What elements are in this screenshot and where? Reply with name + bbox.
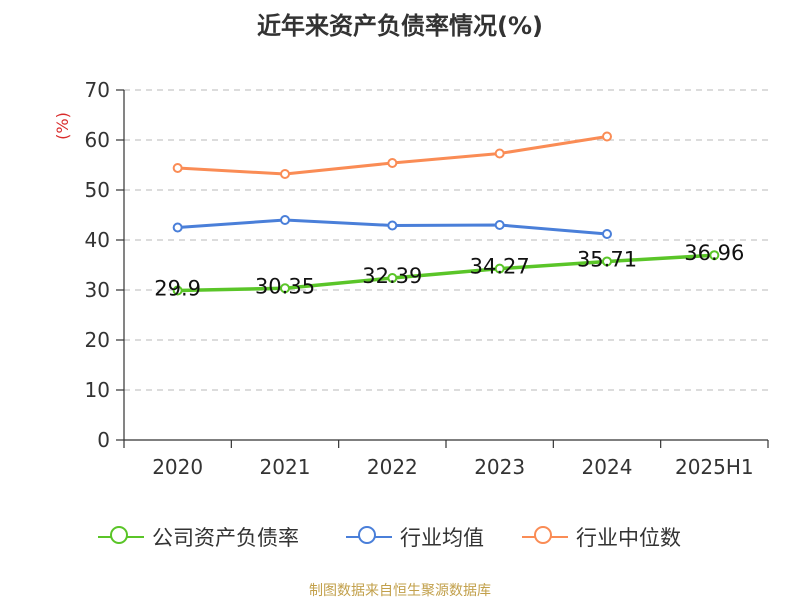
data-point: [494, 148, 505, 159]
data-point: [280, 283, 290, 294]
legend-swatch-mean: [346, 525, 392, 549]
data-point: [387, 273, 398, 284]
series-line: [177, 135, 608, 176]
data-point: [172, 285, 183, 296]
x-tick-label: 2020: [152, 455, 203, 479]
x-tick-label: 2023: [474, 455, 525, 479]
x-tick-label: 2024: [582, 455, 633, 479]
series-line: [177, 253, 715, 293]
data-label: 35.71: [577, 247, 637, 271]
data-point: [494, 263, 505, 274]
data-point: [602, 131, 612, 142]
x-tick-label: 2022: [367, 455, 418, 479]
data-label: 36.96: [684, 241, 744, 265]
data-label: 30.35: [255, 274, 315, 298]
data-label: 29.9: [154, 277, 201, 301]
legend-item-industry-median[interactable]: 行业中位数: [522, 522, 681, 552]
x-tick-label: 2021: [260, 455, 311, 479]
legend-swatch-median: [522, 525, 568, 549]
data-point: [172, 163, 183, 173]
legend-swatch-company: [98, 525, 144, 549]
y-tick-label: 70: [85, 78, 110, 102]
y-tick-label: 40: [85, 228, 110, 252]
data-point: [280, 215, 290, 225]
source-footer: 制图数据来自恒生聚源数据库: [309, 583, 491, 599]
data-label: 34.27: [470, 255, 530, 279]
chart-title: 近年来资产负债率情况(%): [257, 12, 543, 40]
y-axis-label: (%): [53, 112, 72, 140]
data-point: [172, 222, 183, 233]
data-point: [709, 250, 720, 261]
legend-label: 行业均值: [400, 526, 484, 550]
legend-label: 行业中位数: [576, 526, 681, 550]
legend-label: 公司资产负债率: [152, 526, 299, 550]
y-tick-label: 10: [85, 378, 110, 402]
y-tick-label: 30: [85, 278, 110, 302]
x-tick-label: 2025H1: [675, 455, 754, 479]
data-point: [602, 229, 612, 239]
y-tick-label: 20: [85, 328, 110, 352]
data-point: [387, 220, 398, 231]
y-tick-label: 0: [97, 428, 110, 452]
y-tick-label: 50: [85, 178, 110, 202]
legend-item-industry-mean[interactable]: 行业均值: [346, 522, 484, 552]
data-point: [280, 169, 290, 179]
data-point: [602, 256, 612, 267]
data-label: 32.39: [362, 264, 422, 288]
data-point: [387, 158, 398, 168]
y-tick-label: 60: [85, 128, 110, 152]
legend-item-company-debt-ratio[interactable]: 公司资产负债率: [98, 522, 299, 552]
data-point: [494, 220, 505, 230]
